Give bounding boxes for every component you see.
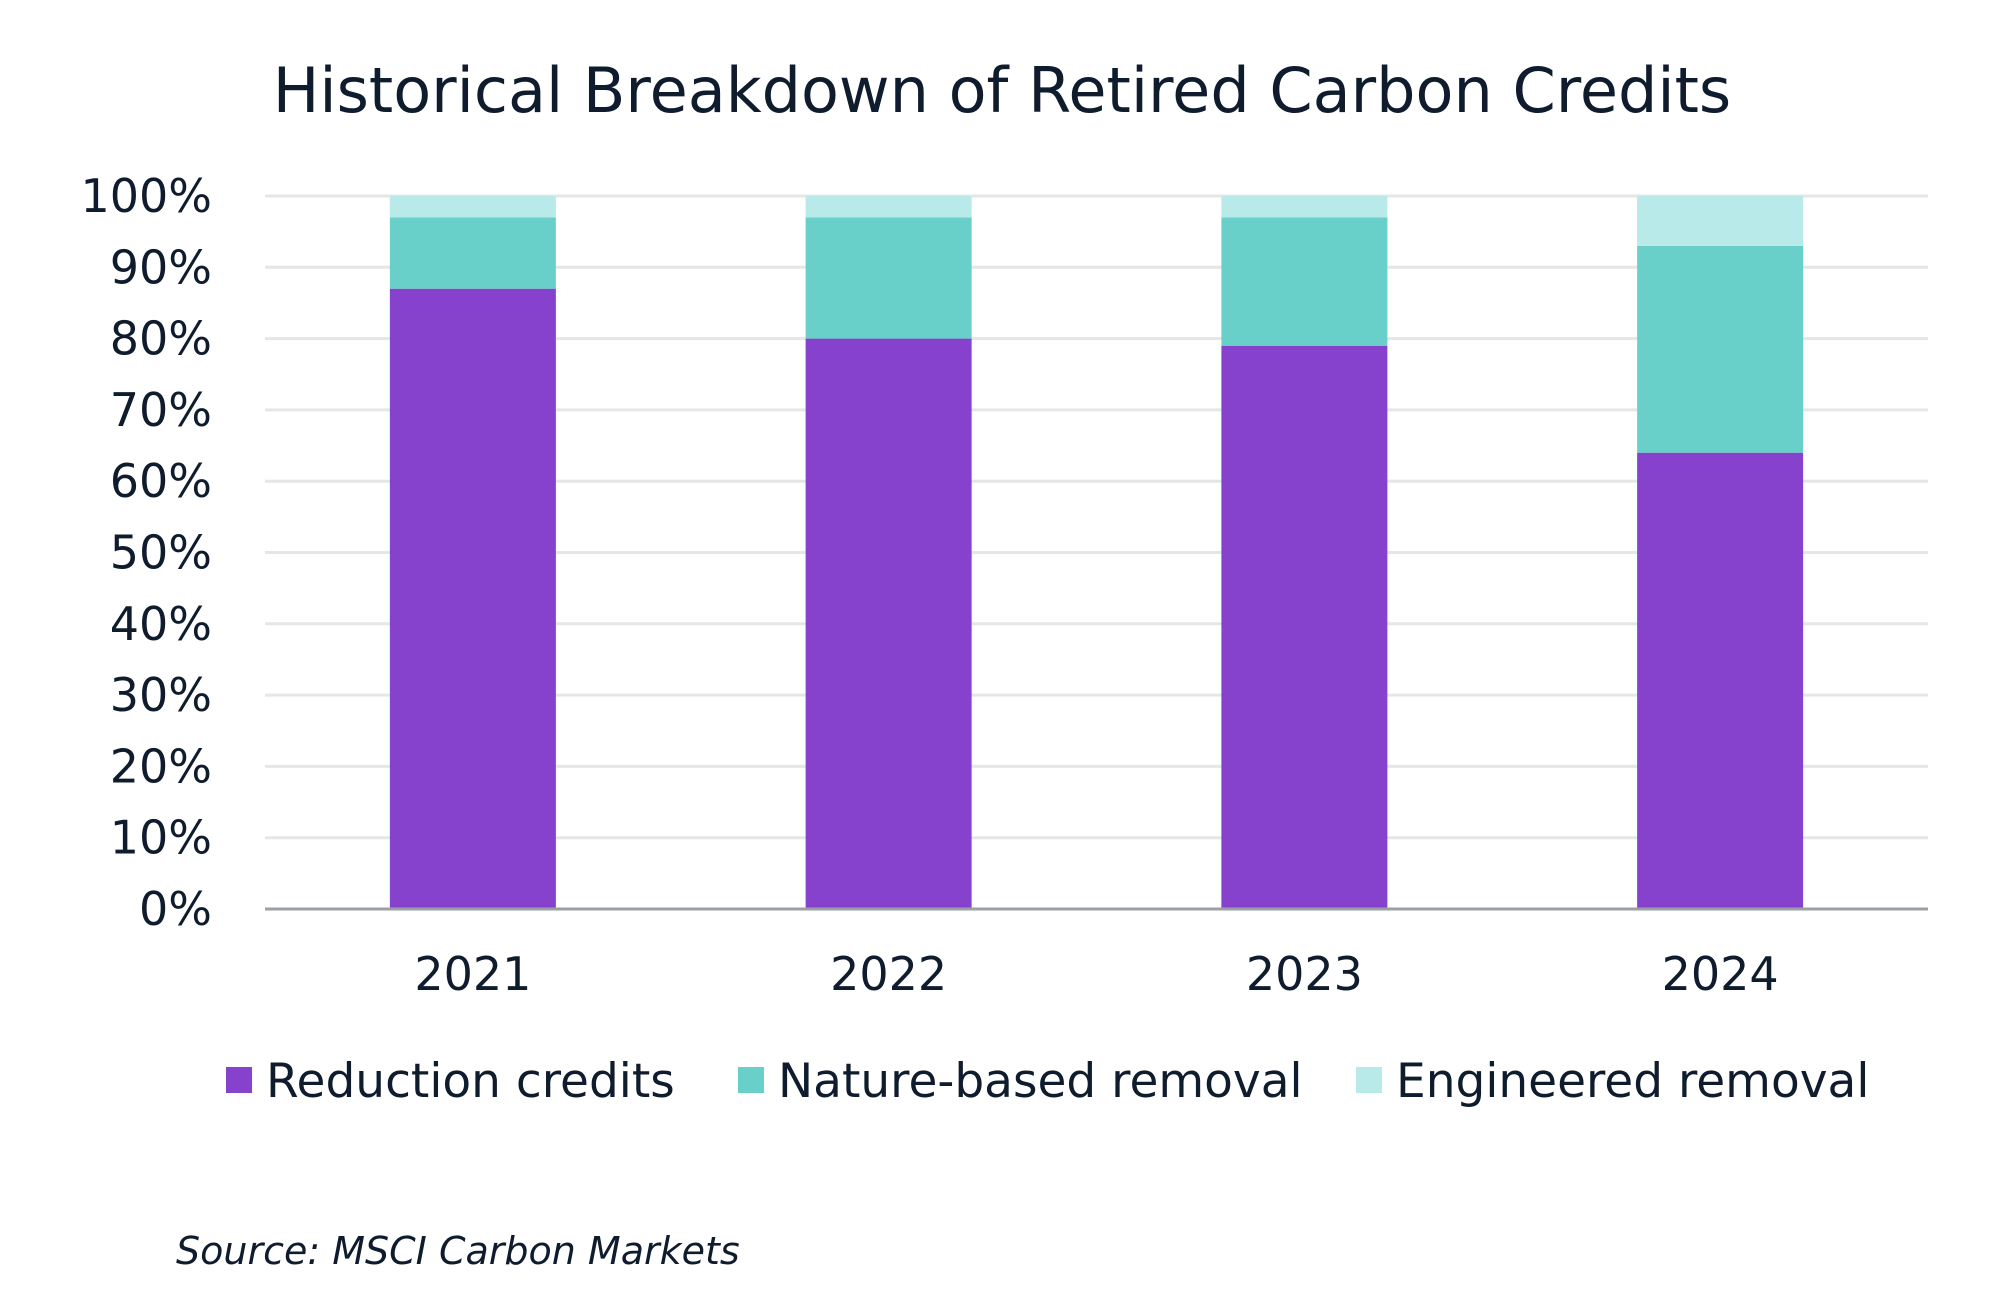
y-axis-ticks: 0% 10% 20% 30% 40% 50% 60% 70% 80% 90% 100% bbox=[80, 169, 212, 936]
x-tick-label: 2024 bbox=[1662, 947, 1779, 1001]
y-tick-label: 20% bbox=[110, 739, 212, 793]
legend-label-reduction-credits: Reduction credits bbox=[266, 1054, 675, 1109]
bar-segment-reduction-credits-2023 bbox=[1221, 345, 1388, 910]
bar-segment-engineered-removal-2021 bbox=[389, 196, 556, 218]
y-tick-label: 80% bbox=[110, 312, 212, 366]
y-tick-label: 90% bbox=[110, 240, 212, 294]
legend-label-engineered-removal: Engineered removal bbox=[1396, 1054, 1869, 1109]
bar-segment-nature-based-removal-2024 bbox=[1637, 245, 1804, 453]
bar-segment-reduction-credits-2024 bbox=[1637, 452, 1804, 909]
y-tick-label: 40% bbox=[110, 597, 212, 651]
bar-segment-nature-based-removal-2022 bbox=[805, 217, 972, 339]
source-note: Source: MSCI Carbon Markets bbox=[176, 1229, 740, 1273]
x-axis-ticks: 2021 2022 2023 2024 bbox=[414, 947, 1778, 1001]
bar-segment-reduction-credits-2021 bbox=[389, 288, 556, 909]
bar-segment-engineered-removal-2022 bbox=[805, 196, 972, 218]
legend-swatch-engineered-removal bbox=[1356, 1067, 1382, 1093]
y-tick-label: 30% bbox=[110, 668, 212, 722]
bar-segment-nature-based-removal-2023 bbox=[1221, 217, 1388, 346]
legend-swatch-reduction-credits bbox=[226, 1067, 252, 1093]
x-tick-label: 2023 bbox=[1246, 947, 1363, 1001]
y-tick-label: 60% bbox=[110, 454, 212, 508]
chart-title: Historical Breakdown of Retired Carbon C… bbox=[273, 54, 1731, 127]
y-tick-label: 10% bbox=[110, 811, 212, 865]
bar-segment-engineered-removal-2024 bbox=[1637, 196, 1804, 246]
bar-segment-engineered-removal-2023 bbox=[1221, 196, 1388, 218]
y-tick-label: 70% bbox=[110, 383, 212, 437]
bar-segment-reduction-credits-2022 bbox=[805, 338, 972, 910]
x-tick-label: 2021 bbox=[414, 947, 531, 1001]
bar-segment-nature-based-removal-2021 bbox=[389, 217, 556, 289]
y-tick-label: 50% bbox=[110, 526, 212, 580]
legend-swatch-nature-based-removal bbox=[738, 1067, 764, 1093]
legend-label-nature-based-removal: Nature-based removal bbox=[778, 1054, 1303, 1109]
x-tick-label: 2022 bbox=[830, 947, 947, 1001]
legend: Reduction credits Nature-based removal Eng… bbox=[226, 1054, 1869, 1109]
y-tick-label: 0% bbox=[139, 882, 212, 936]
y-tick-label: 100% bbox=[80, 169, 212, 223]
bars bbox=[389, 196, 1804, 910]
